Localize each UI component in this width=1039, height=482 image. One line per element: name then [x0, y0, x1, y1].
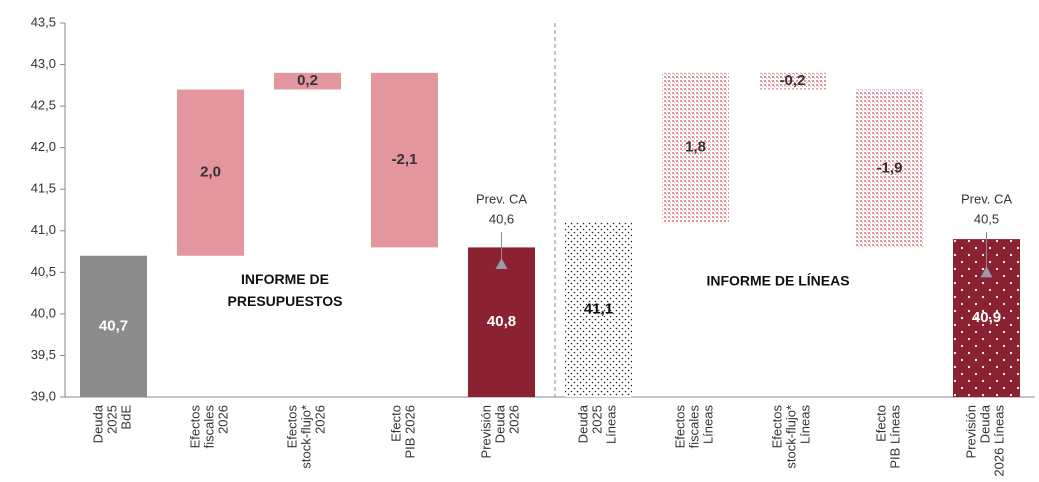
- marker-label: Prev. CA: [961, 191, 1012, 206]
- data-label: 1,8: [685, 139, 706, 156]
- bar: [856, 89, 923, 248]
- x-tick-label: EfectoPIB 2026: [389, 405, 418, 459]
- y-tick-label: 39,0: [31, 388, 56, 403]
- bar: [565, 222, 632, 397]
- x-tick-label: Efectosstock-flujo*Líneas: [770, 405, 813, 469]
- bar: [80, 255, 147, 397]
- bar: [662, 72, 729, 223]
- x-tick-label: Deuda2025BdE: [91, 404, 134, 443]
- x-tick-label: EfectosfiscalesLíneas: [673, 405, 716, 449]
- x-tick-label: Deuda2025Líneas: [576, 404, 619, 444]
- data-label: 0,2: [297, 72, 318, 89]
- data-label: -0,2: [780, 72, 806, 89]
- x-tick-label: PrevisiónDeuda2026: [479, 404, 522, 458]
- marker-value-label: 40,6: [489, 211, 514, 226]
- y-tick-label: 41,5: [31, 181, 56, 196]
- y-tick-label: 43,0: [31, 56, 56, 71]
- y-tick-label: 42,5: [31, 98, 56, 113]
- x-tick-group: Deuda2025Líneas: [576, 404, 619, 444]
- bar: [177, 89, 244, 256]
- x-tick-group: Deuda2025BdE: [91, 404, 134, 443]
- section-label: INFORME DE PRESUPUESTOS: [228, 271, 343, 309]
- x-tick-group: EfectosfiscalesLíneas: [673, 405, 716, 449]
- bar: [274, 72, 341, 90]
- data-label: 2,0: [200, 164, 221, 181]
- data-label: 40,8: [487, 313, 516, 330]
- bar: [759, 72, 826, 90]
- data-label: 41,1: [584, 301, 613, 318]
- x-tick-group: PrevisiónDeuda2026 Líneas: [964, 404, 1007, 476]
- x-tick-group: Efectosstock-flujo*2026: [285, 405, 328, 469]
- y-tick-label: 43,5: [31, 14, 56, 29]
- x-tick-label: Efectosfiscales2026: [188, 405, 231, 449]
- x-tick-group: Efectosstock-flujo*Líneas: [770, 405, 813, 469]
- x-tick-group: EfectoPIB Líneas: [874, 405, 903, 469]
- marker-value-label: 40,5: [974, 211, 999, 226]
- section-label: INFORME DE LÍNEAS: [706, 273, 849, 289]
- y-tick-label: 40,5: [31, 264, 56, 279]
- marker: [980, 266, 993, 278]
- data-label: 40,9: [972, 309, 1001, 326]
- x-tick-label: EfectoPIB Líneas: [874, 405, 903, 469]
- data-label: 40,7: [99, 317, 128, 334]
- y-tick-label: 40,0: [31, 305, 56, 320]
- x-tick-label: PrevisiónDeuda2026 Líneas: [964, 404, 1007, 476]
- marker-label: Prev. CA: [476, 191, 527, 206]
- y-tick-label: 39,5: [31, 347, 56, 362]
- data-label: -2,1: [392, 151, 418, 168]
- bar: [371, 72, 438, 248]
- x-tick-group: PrevisiónDeuda2026: [479, 404, 522, 458]
- y-tick-label: 41,0: [31, 222, 56, 237]
- marker: [495, 258, 508, 270]
- x-tick-group: Efectosfiscales2026: [188, 405, 231, 449]
- x-tick-group: EfectoPIB 2026: [389, 405, 418, 459]
- bar: [468, 247, 535, 397]
- y-tick-label: 42,0: [31, 139, 56, 154]
- data-label: -1,9: [877, 159, 903, 176]
- x-tick-label: Efectosstock-flujo*2026: [285, 405, 328, 469]
